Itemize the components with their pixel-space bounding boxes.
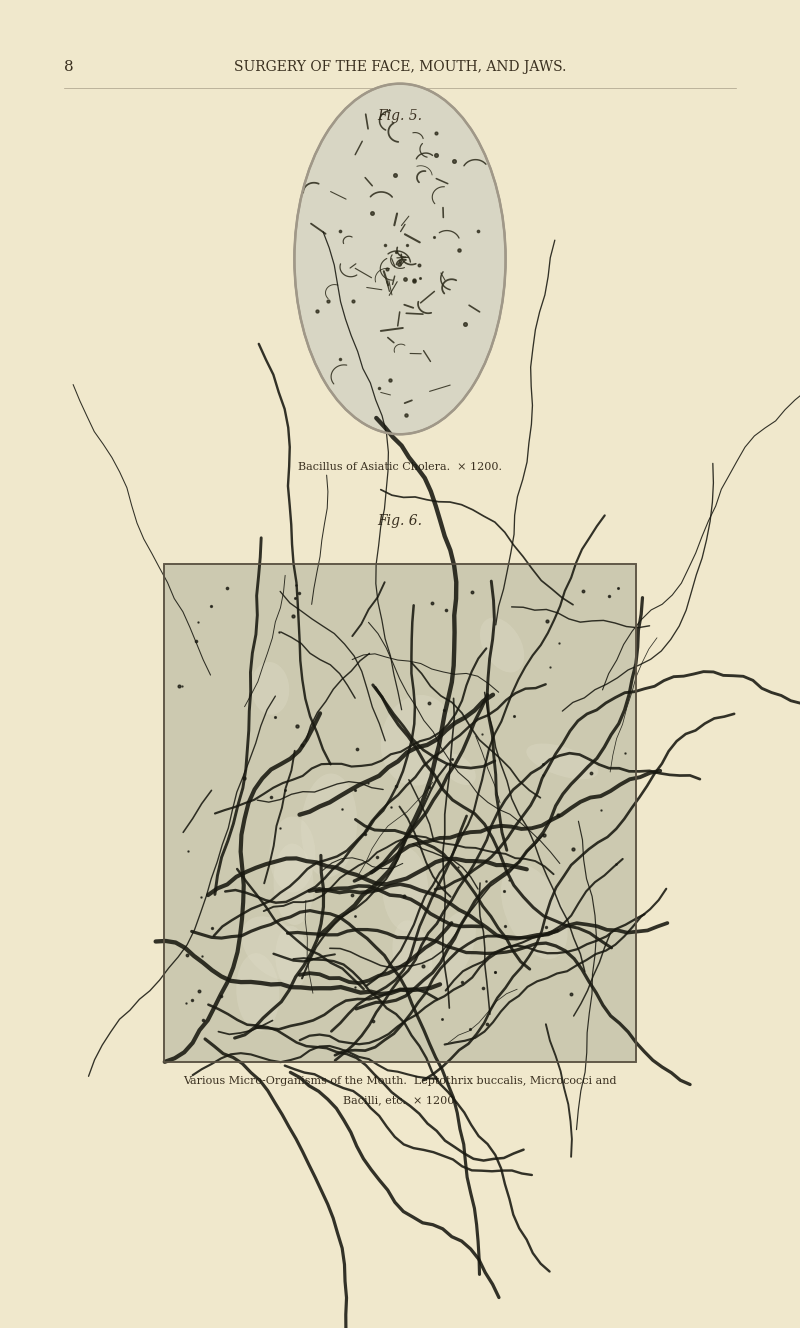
Text: Fig. 6.: Fig. 6. [378,514,422,529]
Ellipse shape [501,865,568,959]
Ellipse shape [381,695,455,786]
Text: Bacilli, etc.  × 1200.: Bacilli, etc. × 1200. [342,1096,458,1106]
Ellipse shape [242,916,307,980]
Text: 8: 8 [64,60,74,74]
Ellipse shape [480,618,524,672]
Bar [164,564,636,1062]
Bar [164,564,636,1062]
Ellipse shape [251,663,290,714]
Ellipse shape [301,773,357,878]
Ellipse shape [236,954,279,1032]
Text: Bacillus of Asiatic Cholera.  × 1200.: Bacillus of Asiatic Cholera. × 1200. [298,462,502,473]
Circle shape [294,84,506,434]
Text: Fig. 5.: Fig. 5. [378,109,422,124]
Ellipse shape [429,911,476,987]
Ellipse shape [274,843,314,926]
Ellipse shape [526,744,598,780]
Ellipse shape [382,847,428,931]
Text: SURGERY OF THE FACE, MOUTH, AND JAWS.: SURGERY OF THE FACE, MOUTH, AND JAWS. [234,60,566,74]
Ellipse shape [270,817,315,892]
Text: Various Micro-Organisms of the Mouth.  Leptothrix buccalis, Micrococci and: Various Micro-Organisms of the Mouth. Le… [183,1076,617,1086]
Ellipse shape [442,753,476,785]
Ellipse shape [275,926,308,989]
Ellipse shape [393,920,432,992]
